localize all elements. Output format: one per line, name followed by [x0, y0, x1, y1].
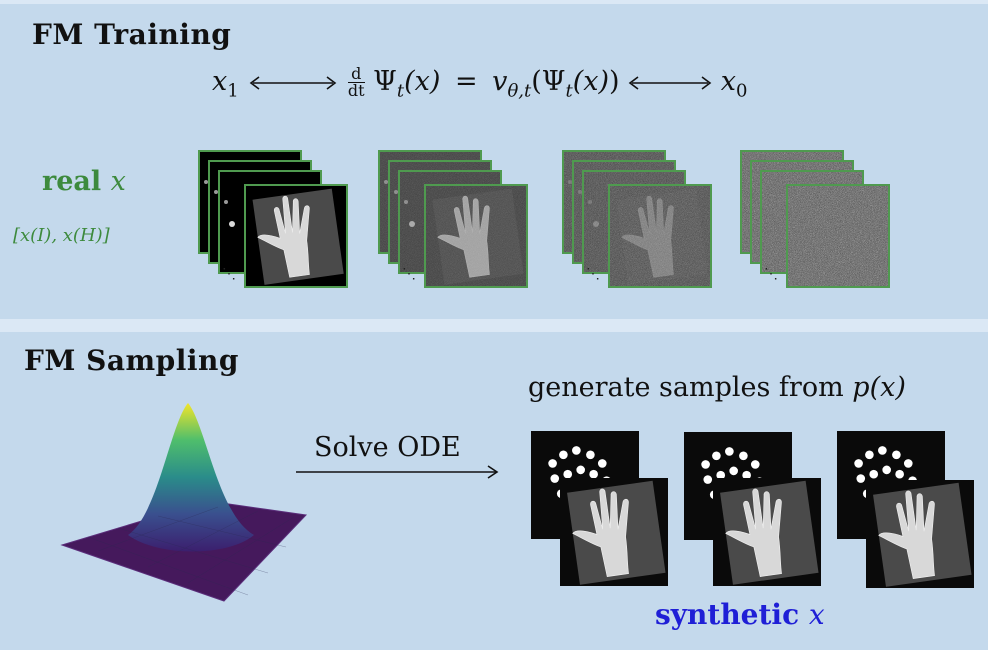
solve-ode-label: Solve ODE: [314, 432, 461, 463]
training-frame-front: [244, 184, 348, 288]
flow-equation: x1 d dt Ψt(x) = vθ,t(Ψt(x)) x0: [212, 64, 748, 102]
stack-ellipsis: ⋱: [222, 266, 236, 282]
stack-ellipsis: ⋱: [402, 266, 416, 282]
synthetic-hand-image: [866, 480, 974, 588]
solve-ode-arrow: [296, 462, 502, 482]
training-title: FM Training: [32, 18, 232, 51]
eq-arg: (x): [404, 66, 441, 97]
synthetic-x-label: synthetic x: [655, 598, 825, 631]
eq-equals: =: [454, 66, 478, 97]
gaussian-plot: [60, 403, 308, 602]
right-arrow-icon: [296, 465, 499, 479]
synthetic-hand-image: [713, 478, 821, 586]
training-frame-front: [608, 184, 712, 288]
real-x-label: real x: [42, 166, 126, 197]
generate-samples-text: generate samples from p(x): [528, 372, 906, 403]
eq-v: v: [492, 66, 508, 97]
double-arrow-icon: [249, 75, 337, 90]
double-arrow-icon: [628, 75, 712, 90]
real-x-components: [x(I), x(H)]: [13, 225, 110, 246]
eq-psi: Ψ: [373, 66, 397, 97]
sampling-title: FM Sampling: [24, 344, 239, 377]
gaussian-surface: [58, 395, 320, 605]
eq-x1: x1: [212, 66, 239, 102]
stack-ellipsis: ⋱: [586, 266, 600, 282]
eq-x0: x0: [720, 66, 748, 102]
training-frame-front: [424, 184, 528, 288]
synthetic-hand-image: [560, 478, 668, 586]
training-frame-front: [786, 184, 890, 288]
stack-ellipsis: ⋱: [764, 266, 778, 282]
eq-derivative: d dt: [347, 64, 365, 100]
